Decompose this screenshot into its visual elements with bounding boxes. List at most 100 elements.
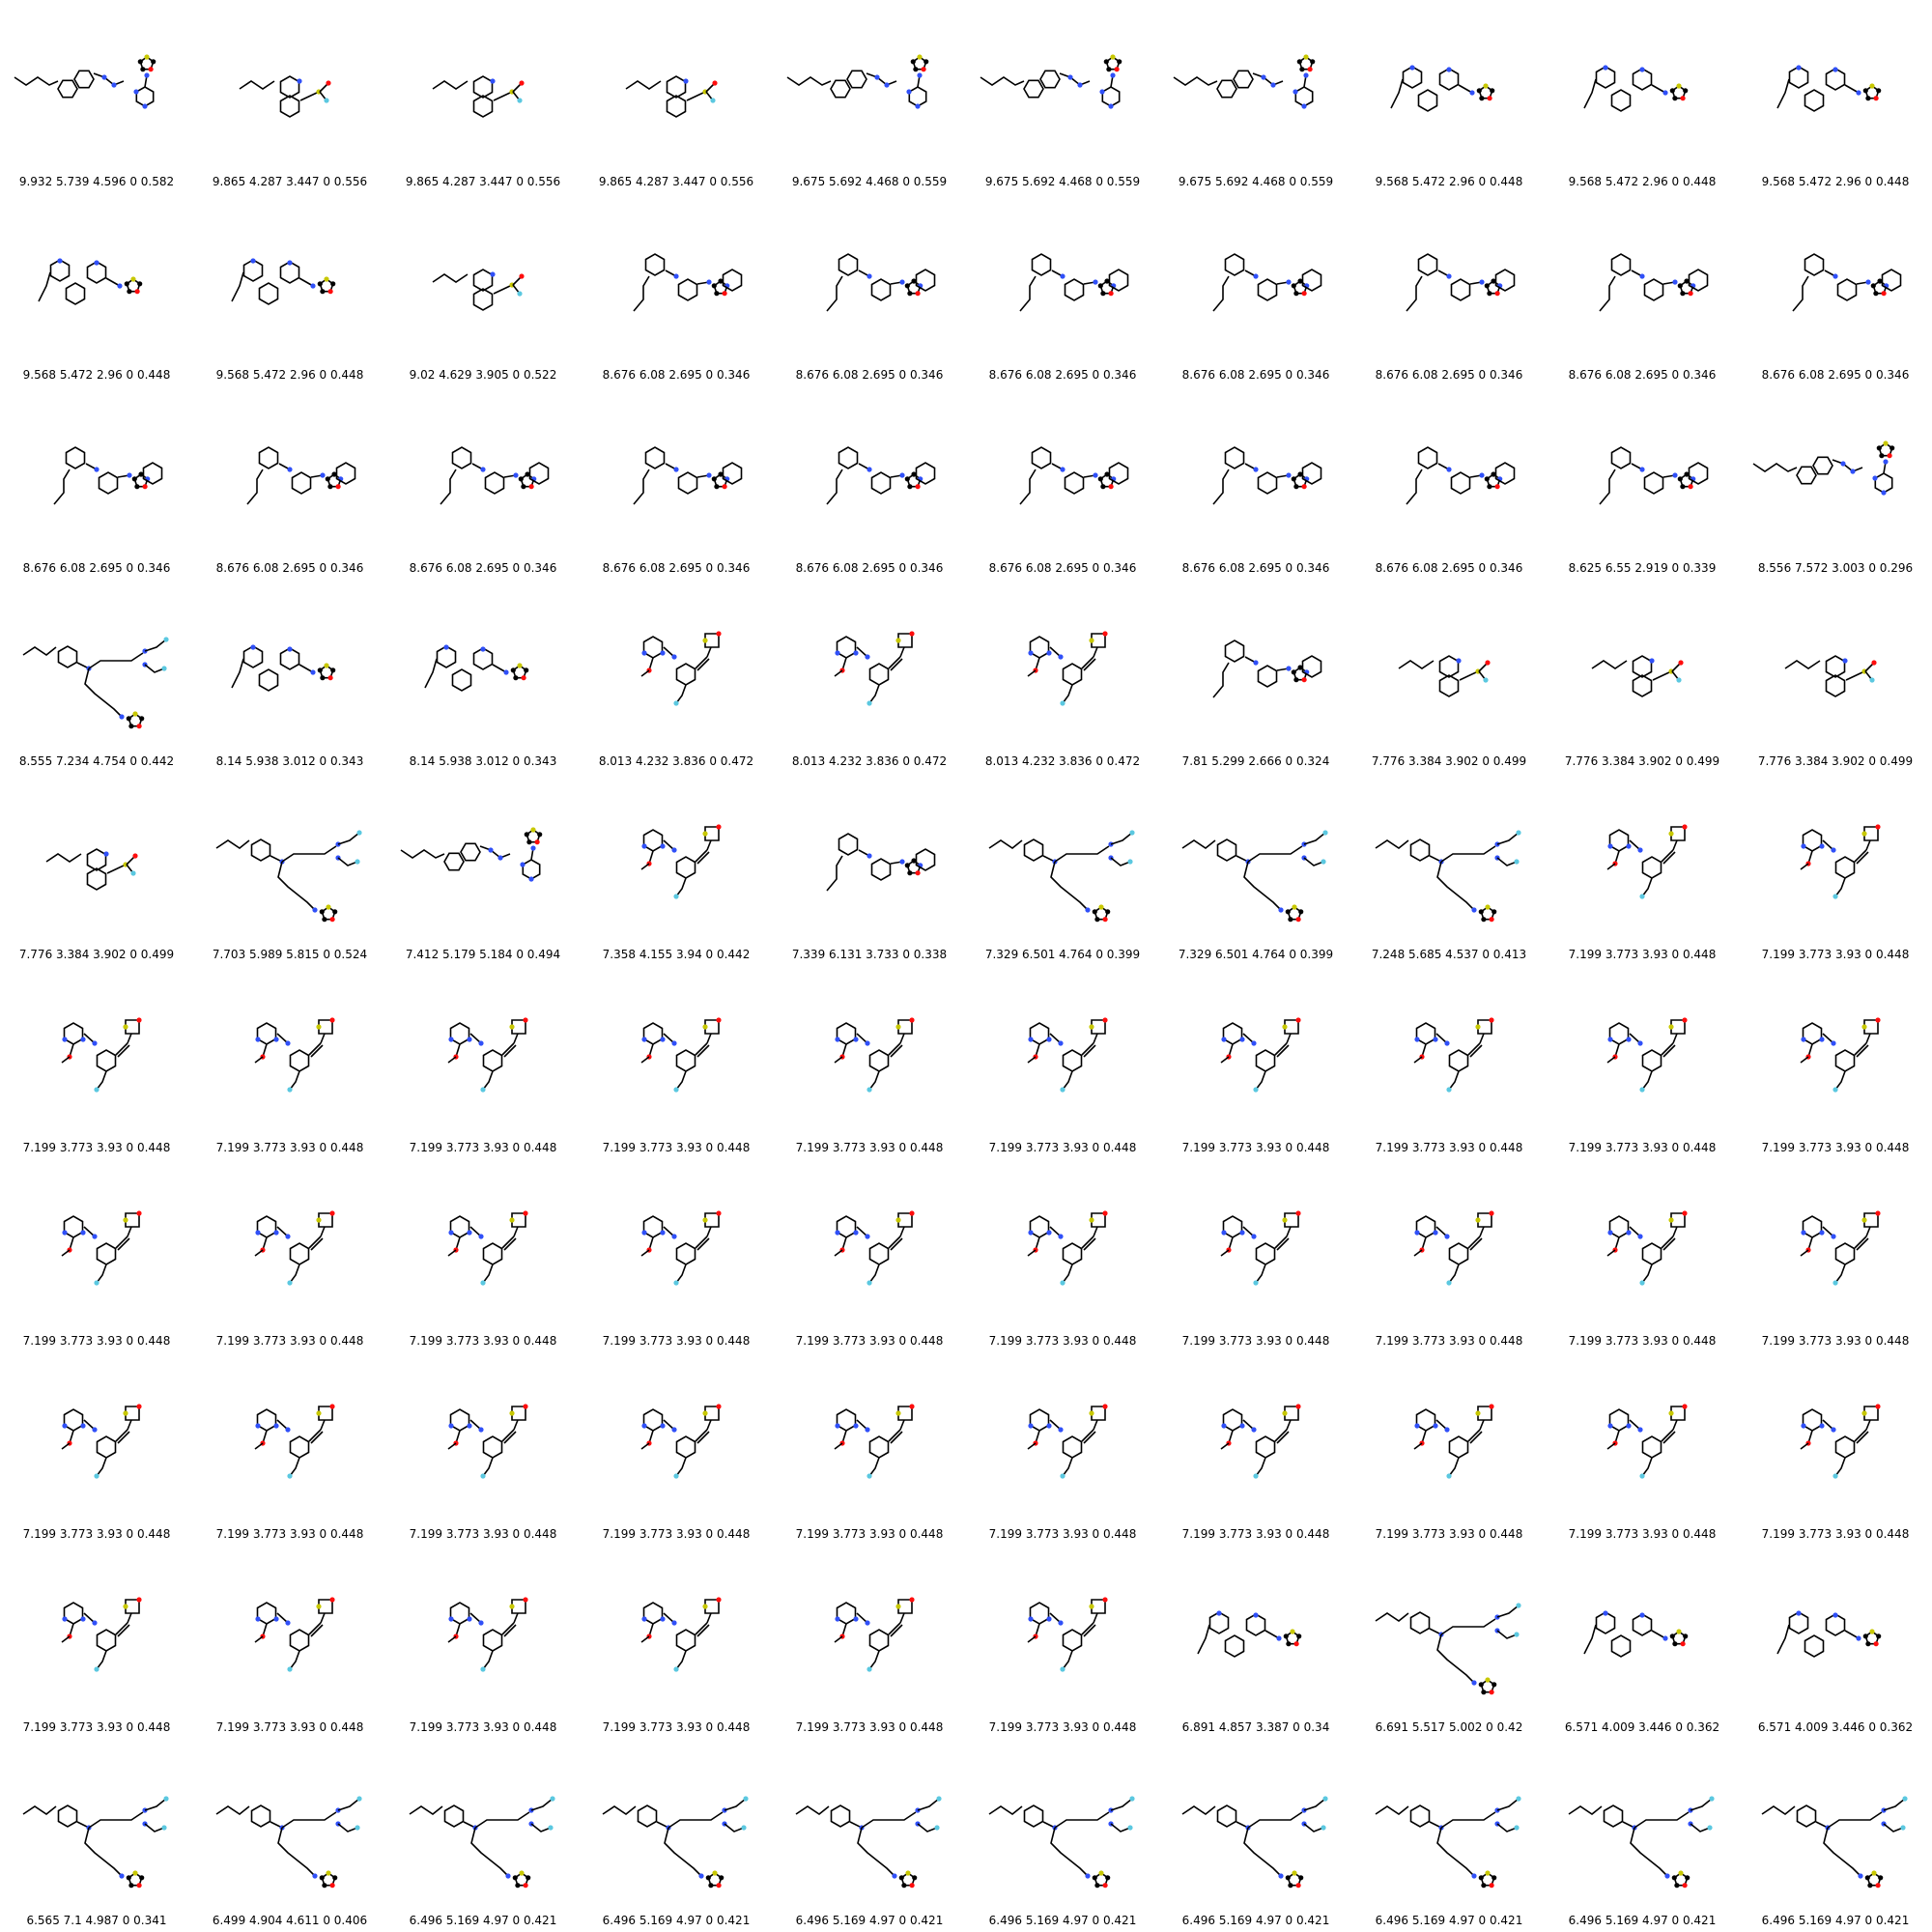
molecule-cell: 7.199 3.773 3.93 0 0.448 [193, 1352, 386, 1546]
molecule-score-label: 9.568 5.472 2.96 0 0.448 [1761, 175, 1910, 188]
molecule-cell: 7.199 3.773 3.93 0 0.448 [1159, 1159, 1352, 1352]
molecule-structure-image [0, 1159, 193, 1323]
molecule-cell: 8.013 4.232 3.836 0 0.472 [580, 580, 773, 773]
molecule-structure-image [1159, 1546, 1352, 1710]
molecule-score-label: 7.199 3.773 3.93 0 0.448 [1761, 1527, 1910, 1541]
molecule-structure-image [1739, 773, 1932, 937]
molecule-structure-image [1546, 966, 1739, 1130]
molecule-cell: 7.199 3.773 3.93 0 0.448 [1546, 1159, 1739, 1352]
molecule-structure-image [1739, 580, 1932, 744]
molecule-score-label: 7.199 3.773 3.93 0 0.448 [215, 1334, 364, 1348]
molecule-cell: 7.199 3.773 3.93 0 0.448 [1159, 966, 1352, 1159]
molecule-score-label: 8.676 6.08 2.695 0 0.346 [1375, 561, 1523, 575]
molecule-structure-image [966, 773, 1159, 937]
molecule-structure-image [773, 1159, 966, 1323]
molecule-score-label: 7.199 3.773 3.93 0 0.448 [795, 1527, 944, 1541]
molecule-score-label: 8.676 6.08 2.695 0 0.346 [988, 368, 1137, 382]
molecule-score-label: 7.776 3.384 3.902 0 0.499 [1757, 754, 1914, 768]
molecule-cell: 7.199 3.773 3.93 0 0.448 [1546, 773, 1739, 966]
molecule-cell: 9.568 5.472 2.96 0 0.448 [1352, 0, 1546, 193]
molecule-structure-image [773, 1739, 966, 1903]
molecule-cell: 8.676 6.08 2.695 0 0.346 [193, 386, 386, 580]
molecule-score-label: 9.568 5.472 2.96 0 0.448 [1568, 175, 1717, 188]
molecule-structure-image [386, 1352, 580, 1517]
molecule-cell: 7.199 3.773 3.93 0 0.448 [580, 1546, 773, 1739]
molecule-cell: 8.676 6.08 2.695 0 0.346 [1546, 193, 1739, 386]
molecule-structure-image [1352, 1546, 1546, 1710]
molecule-structure-image [1159, 193, 1352, 357]
molecule-cell: 7.199 3.773 3.93 0 0.448 [1352, 966, 1546, 1159]
molecule-score-label: 7.199 3.773 3.93 0 0.448 [1375, 1527, 1523, 1541]
molecule-cell: 7.199 3.773 3.93 0 0.448 [966, 1352, 1159, 1546]
molecule-score-label: 7.199 3.773 3.93 0 0.448 [602, 1141, 751, 1154]
molecule-cell: 8.676 6.08 2.695 0 0.346 [966, 193, 1159, 386]
molecule-cell: 8.676 6.08 2.695 0 0.346 [386, 386, 580, 580]
molecule-structure-image [193, 1159, 386, 1323]
molecule-score-label: 7.199 3.773 3.93 0 0.448 [795, 1720, 944, 1734]
molecule-score-label: 7.199 3.773 3.93 0 0.448 [988, 1527, 1137, 1541]
molecule-cell: 7.199 3.773 3.93 0 0.448 [773, 1352, 966, 1546]
molecule-structure-image [966, 1546, 1159, 1710]
molecule-score-label: 6.496 5.169 4.97 0 0.421 [795, 1914, 944, 1927]
molecule-cell: 7.199 3.773 3.93 0 0.448 [1546, 1352, 1739, 1546]
molecule-structure-image [580, 1546, 773, 1710]
molecule-cell: 6.496 5.169 4.97 0 0.421 [966, 1739, 1159, 1932]
molecule-cell: 9.568 5.472 2.96 0 0.448 [1546, 0, 1739, 193]
molecule-structure-image [966, 966, 1159, 1130]
molecule-score-label: 8.676 6.08 2.695 0 0.346 [988, 561, 1137, 575]
molecule-cell: 9.932 5.739 4.596 0 0.582 [0, 0, 193, 193]
molecule-cell: 7.199 3.773 3.93 0 0.448 [1739, 1159, 1932, 1352]
molecule-score-label: 7.199 3.773 3.93 0 0.448 [988, 1141, 1137, 1154]
molecule-cell: 7.776 3.384 3.902 0 0.499 [1546, 580, 1739, 773]
molecule-structure-image [386, 1159, 580, 1323]
molecule-score-label: 7.199 3.773 3.93 0 0.448 [215, 1720, 364, 1734]
molecule-score-label: 7.776 3.384 3.902 0 0.499 [18, 948, 175, 961]
molecule-cell: 9.865 4.287 3.447 0 0.556 [580, 0, 773, 193]
molecule-score-label: 8.676 6.08 2.695 0 0.346 [215, 561, 364, 575]
molecule-cell: 8.676 6.08 2.695 0 0.346 [773, 386, 966, 580]
molecule-score-label: 9.568 5.472 2.96 0 0.448 [215, 368, 364, 382]
molecule-cell: 9.865 4.287 3.447 0 0.556 [386, 0, 580, 193]
molecule-structure-image [1352, 580, 1546, 744]
molecule-score-label: 7.199 3.773 3.93 0 0.448 [602, 1720, 751, 1734]
molecule-score-label: 7.199 3.773 3.93 0 0.448 [1181, 1141, 1330, 1154]
molecule-structure-image [966, 193, 1159, 357]
molecule-structure-image [1739, 1739, 1932, 1903]
molecule-score-label: 6.496 5.169 4.97 0 0.421 [409, 1914, 557, 1927]
molecule-score-label: 7.199 3.773 3.93 0 0.448 [409, 1720, 557, 1734]
molecule-structure-image [580, 386, 773, 551]
molecule-score-label: 7.703 5.989 5.815 0 0.524 [212, 948, 368, 961]
molecule-cell: 9.568 5.472 2.96 0 0.448 [0, 193, 193, 386]
molecule-structure-image [0, 1546, 193, 1710]
molecule-structure-image [1739, 1352, 1932, 1517]
molecule-structure-image [773, 0, 966, 164]
molecule-structure-image [773, 580, 966, 744]
molecule-score-label: 7.412 5.179 5.184 0 0.494 [405, 948, 561, 961]
molecule-cell: 8.676 6.08 2.695 0 0.346 [1352, 386, 1546, 580]
molecule-cell: 8.676 6.08 2.695 0 0.346 [1352, 193, 1546, 386]
molecule-cell: 6.496 5.169 4.97 0 0.421 [580, 1739, 773, 1932]
molecule-structure-image [0, 0, 193, 164]
molecule-structure-image [1352, 193, 1546, 357]
molecule-structure-image [580, 773, 773, 937]
molecule-cell: 8.14 5.938 3.012 0 0.343 [193, 580, 386, 773]
molecule-structure-image [386, 193, 580, 357]
molecule-score-label: 7.199 3.773 3.93 0 0.448 [1568, 948, 1717, 961]
molecule-score-label: 8.556 7.572 3.003 0 0.296 [1757, 561, 1914, 575]
molecule-cell: 7.199 3.773 3.93 0 0.448 [1739, 773, 1932, 966]
molecule-score-label: 7.199 3.773 3.93 0 0.448 [409, 1527, 557, 1541]
molecule-structure-image [1352, 1352, 1546, 1517]
molecule-structure-image [0, 386, 193, 551]
molecule-cell: 6.496 5.169 4.97 0 0.421 [1739, 1739, 1932, 1932]
molecule-score-label: 7.199 3.773 3.93 0 0.448 [409, 1334, 557, 1348]
molecule-cell: 7.199 3.773 3.93 0 0.448 [386, 1352, 580, 1546]
molecule-score-label: 7.199 3.773 3.93 0 0.448 [1568, 1141, 1717, 1154]
molecule-structure-image [773, 1546, 966, 1710]
molecule-cell: 7.199 3.773 3.93 0 0.448 [386, 1159, 580, 1352]
molecule-structure-image [580, 0, 773, 164]
molecule-structure-image [1352, 966, 1546, 1130]
molecule-cell: 7.199 3.773 3.93 0 0.448 [580, 1352, 773, 1546]
molecule-structure-image [193, 966, 386, 1130]
molecule-cell: 6.571 4.009 3.446 0 0.362 [1546, 1546, 1739, 1739]
molecule-score-label: 8.676 6.08 2.695 0 0.346 [409, 561, 557, 575]
